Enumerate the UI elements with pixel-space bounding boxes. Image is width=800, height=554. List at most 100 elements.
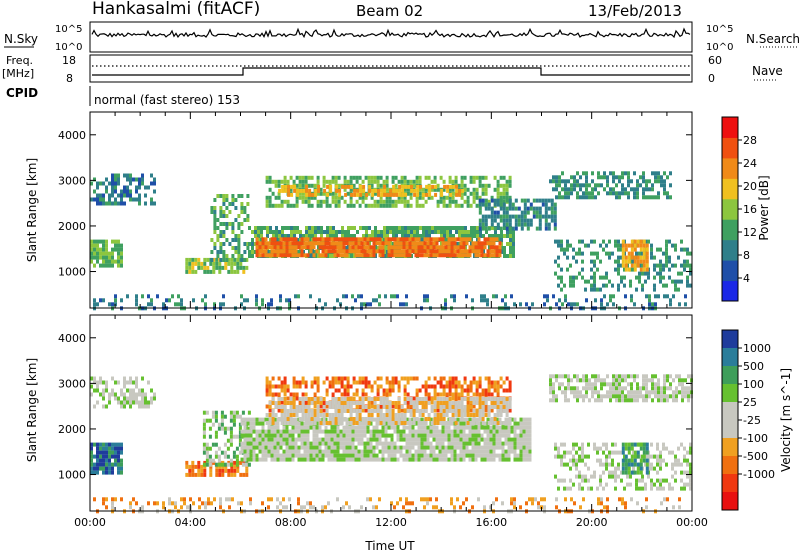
heatmap-cell <box>433 392 437 397</box>
heatmap-cell <box>334 397 338 401</box>
heatmap-cell <box>424 392 428 397</box>
heatmap-cell <box>486 425 490 430</box>
heatmap-cell <box>415 175 419 180</box>
heatmap-cell <box>126 177 129 182</box>
heatmap-cell <box>96 239 99 244</box>
heatmap-cell <box>523 218 527 223</box>
heatmap-cell <box>333 425 337 430</box>
heatmap-cell <box>394 405 398 409</box>
heatmap-cell <box>228 202 232 206</box>
heatmap-cell <box>337 409 341 413</box>
heatmap-cell <box>415 199 419 204</box>
heatmap-cell <box>258 445 262 450</box>
heatmap-cell <box>645 267 649 272</box>
heatmap-cell <box>444 302 447 307</box>
heatmap-cell <box>229 414 233 419</box>
heatmap-cell <box>352 421 356 425</box>
heatmap-cell <box>471 245 475 250</box>
heatmap-cell <box>481 198 485 203</box>
heatmap-cell <box>333 445 337 450</box>
heatmap-cell <box>354 237 358 242</box>
heatmap-cell <box>365 226 368 230</box>
heatmap-cell <box>266 230 269 234</box>
heatmap-cell <box>346 397 350 401</box>
heatmap-cell <box>312 441 316 446</box>
heatmap-cell <box>99 193 102 198</box>
heatmap-cell <box>593 239 596 244</box>
heatmap-cell <box>422 192 426 197</box>
heatmap-cell <box>657 171 660 176</box>
heatmap-cell <box>330 237 334 242</box>
heatmap-cell <box>606 382 609 387</box>
heatmap-cell <box>120 201 123 206</box>
heatmap-cell <box>468 417 472 422</box>
heatmap-cell <box>370 388 374 393</box>
heatmap-cell <box>93 302 96 307</box>
heatmap-cell <box>674 243 677 248</box>
heatmap-cell <box>322 408 326 413</box>
heatmap-cell <box>555 302 558 307</box>
heatmap-cell <box>247 426 251 431</box>
heatmap-cell <box>519 437 523 442</box>
heatmap-cell <box>285 253 289 258</box>
heatmap-cell <box>236 468 240 473</box>
heatmap-cell <box>522 453 526 458</box>
heatmap-cell <box>238 434 242 439</box>
heatmap-cell <box>406 376 410 381</box>
heatmap-cell <box>457 396 461 401</box>
heatmap-cell <box>448 401 452 405</box>
heatmap-cell <box>495 437 499 442</box>
heatmap-cell <box>351 437 355 442</box>
heatmap-cell <box>496 222 500 227</box>
heatmap-cell <box>126 396 129 401</box>
heatmap-cell <box>508 195 512 200</box>
heatmap-cell <box>291 241 295 246</box>
heatmap-cell <box>513 425 517 430</box>
colorbar-segment <box>722 239 738 261</box>
heatmap-cell <box>403 175 407 180</box>
heatmap-cell <box>358 401 362 405</box>
heatmap-cell <box>611 251 614 256</box>
heatmap-cell <box>335 184 339 189</box>
heatmap-cell <box>102 470 105 475</box>
heatmap-cell <box>90 450 93 455</box>
heatmap-cell <box>456 457 460 462</box>
heatmap-cell <box>208 418 212 423</box>
heatmap-cell <box>307 421 311 425</box>
heatmap-cell <box>387 241 391 246</box>
heatmap-cell <box>111 173 114 178</box>
heatmap-cell <box>240 441 244 446</box>
heatmap-cell <box>458 234 461 238</box>
heatmap-cell <box>593 287 596 292</box>
heatmap-cell <box>479 234 482 238</box>
heatmap-cell <box>441 425 445 430</box>
heatmap-cell <box>297 245 301 250</box>
heatmap-cell <box>523 202 527 207</box>
heatmap-cell <box>351 433 355 438</box>
heatmap-cell <box>385 195 389 200</box>
heatmap-cell <box>432 449 436 454</box>
heatmap-cell <box>117 396 120 401</box>
heatmap-cell <box>403 179 407 184</box>
heatmap-cell <box>105 259 108 264</box>
heatmap-cell <box>444 245 448 250</box>
heatmap-cell <box>450 433 454 438</box>
heatmap-cell <box>265 421 269 425</box>
heatmap-cell <box>397 388 401 393</box>
heatmap-cell <box>483 445 487 450</box>
heatmap-cell <box>251 246 254 250</box>
heatmap-cell <box>451 199 455 204</box>
cpid-panel: CPID normal (fast stereo) 153 <box>6 86 240 107</box>
heatmap-cell <box>320 230 323 234</box>
heatmap-cell <box>513 437 517 442</box>
heatmap-cell <box>469 203 473 208</box>
heatmap-cell <box>352 409 356 413</box>
heatmap-cell <box>481 202 485 207</box>
heatmap-cell <box>579 183 582 188</box>
heatmap-cell <box>549 398 552 403</box>
heatmap-cell <box>394 199 398 204</box>
heatmap-cell <box>505 195 509 200</box>
heatmap-cell <box>326 184 330 189</box>
heatmap-cell <box>401 192 405 197</box>
heatmap-cell <box>390 457 394 462</box>
